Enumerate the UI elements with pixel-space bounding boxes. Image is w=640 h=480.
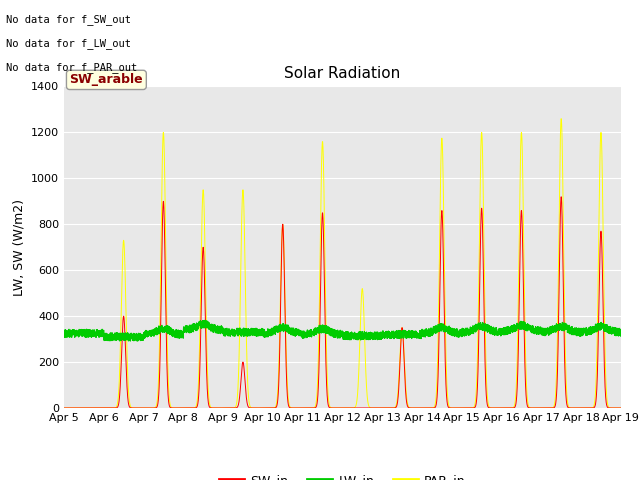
- Text: No data for f_LW_out: No data for f_LW_out: [6, 38, 131, 49]
- Text: No data for f_PAR_out: No data for f_PAR_out: [6, 62, 138, 73]
- Text: SW_arable: SW_arable: [70, 73, 143, 86]
- Title: Solar Radiation: Solar Radiation: [284, 66, 401, 81]
- Text: No data for f_SW_out: No data for f_SW_out: [6, 14, 131, 25]
- Y-axis label: LW, SW (W/m2): LW, SW (W/m2): [12, 199, 26, 296]
- Legend: SW_in, LW_in, PAR_in: SW_in, LW_in, PAR_in: [214, 469, 471, 480]
